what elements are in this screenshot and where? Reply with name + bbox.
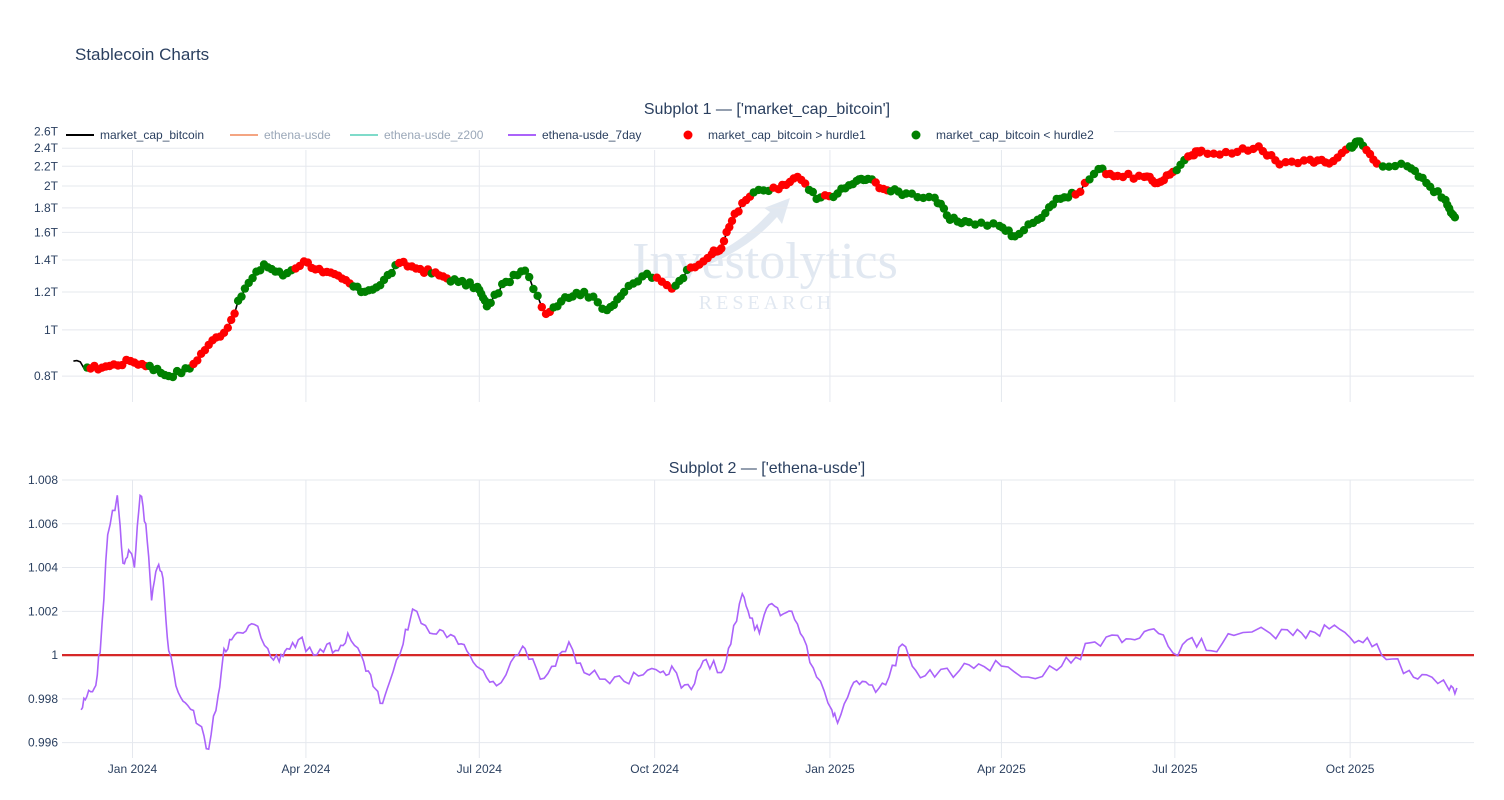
x-tick-label: Apr 2024 <box>282 762 331 776</box>
watermark-sub: RESEARCH <box>699 292 835 314</box>
marker-below-hurdle2 <box>168 372 178 382</box>
marker-below-hurdle2 <box>520 266 530 275</box>
x-tick-label: Apr 2025 <box>977 762 1026 776</box>
marker-below-hurdle2 <box>619 287 629 297</box>
marker-above-hurdle1 <box>537 302 546 312</box>
marker-below-hurdle2 <box>1450 213 1460 222</box>
subplot-2-title: Subplot 2 — ['ethena-usde'] <box>669 460 865 477</box>
y-tick-label: 1 <box>51 648 58 662</box>
marker-above-hurdle1 <box>1076 187 1085 196</box>
marker-below-hurdle2 <box>505 277 514 287</box>
marker-above-hurdle1 <box>1299 156 1309 165</box>
subplot-2: 0.996 0.998 1 1.002 1.004 1.006 1.008 Subplot … <box>28 460 1474 758</box>
marker-above-hurdle1 <box>193 356 202 365</box>
legend-item[interactable]: ethena-usde <box>230 128 331 142</box>
legend-item[interactable]: market_cap_bitcoin > hurdle1 <box>683 128 867 142</box>
marker-above-hurdle1 <box>1281 158 1290 167</box>
marker-below-hurdle2 <box>1384 162 1394 171</box>
y-tick-label: 1.006 <box>28 517 58 531</box>
legend-item[interactable]: ethena-usde_z200 <box>350 128 484 142</box>
legend-marker-swatch <box>683 130 693 140</box>
legend-label: ethena-usde <box>264 128 331 142</box>
marker-below-hurdle2 <box>525 272 534 282</box>
x-tick-label: Jan 2024 <box>108 762 158 776</box>
marker-above-hurdle1 <box>1203 149 1212 158</box>
y-tick-label: 0.8T <box>34 369 59 383</box>
y-tick-label: 1.8T <box>34 201 59 215</box>
marker-below-hurdle2 <box>939 204 949 213</box>
marker-below-hurdle2 <box>237 292 246 301</box>
subplot-1-title: Subplot 1 — ['market_cap_bitcoin'] <box>644 101 890 118</box>
marker-above-hurdle1 <box>717 244 726 253</box>
legend-label: market_cap_bitcoin < hurdle2 <box>936 128 1094 142</box>
y-tick-label: 1T <box>44 323 59 337</box>
legend-background <box>62 124 1114 146</box>
legend-item[interactable]: market_cap_bitcoin < hurdle2 <box>911 128 1095 142</box>
marker-above-hurdle1 <box>727 216 737 226</box>
marker-above-hurdle1 <box>227 315 236 325</box>
marker-below-hurdle2 <box>589 292 598 301</box>
y-tick-label: 1.002 <box>28 604 58 618</box>
watermark: Investolytics RESEARCH <box>632 198 898 314</box>
y-tick-label: 1.6T <box>34 225 59 239</box>
marker-above-hurdle1 <box>1124 169 1133 179</box>
y-tick-label: 1.2T <box>34 285 59 299</box>
x-tick-label: Oct 2024 <box>630 762 679 776</box>
legend-item[interactable]: ethena-usde_7day <box>508 128 641 142</box>
marker-below-hurdle2 <box>593 298 602 307</box>
x-tick-label: Jan 2025 <box>805 762 855 776</box>
y-tick-label: 2T <box>44 179 59 193</box>
marker-below-hurdle2 <box>387 268 396 278</box>
marker-above-hurdle1 <box>223 323 232 332</box>
marker-below-hurdle2 <box>533 291 542 300</box>
marker-below-hurdle2 <box>529 284 538 294</box>
marker-below-hurdle2 <box>1378 162 1388 171</box>
marker-above-hurdle1 <box>734 207 743 216</box>
y-tick-label: 0.998 <box>28 692 58 706</box>
marker-below-hurdle2 <box>1019 226 1029 235</box>
hurdle-markers <box>83 137 1460 382</box>
x-tick-label: Oct 2025 <box>1326 762 1375 776</box>
watermark-brand: Investolytics <box>632 233 898 290</box>
marker-above-hurdle1 <box>230 309 239 318</box>
legend-label: market_cap_bitcoin <box>100 128 204 142</box>
y-tick-label: 1.4T <box>34 253 59 267</box>
x-tick-label: Jul 2024 <box>457 762 503 776</box>
legend[interactable]: market_cap_bitcoin ethena-usde ethena-usde… <box>62 124 1114 146</box>
y-tick-label: 2.4T <box>34 141 59 155</box>
subplot-2-gridlines <box>62 479 1474 758</box>
x-tick-label: Jul 2025 <box>1152 762 1198 776</box>
marker-above-hurdle1 <box>719 236 729 246</box>
page-title: Stablecoin Charts <box>75 45 209 64</box>
ethena-usde-7day-line <box>80 493 1458 751</box>
marker-above-hurdle1 <box>801 179 810 188</box>
marker-below-hurdle2 <box>1433 187 1443 196</box>
y-tick-label: 1.008 <box>28 473 58 487</box>
legend-label: ethena-usde_z200 <box>384 128 484 142</box>
legend-item[interactable]: market_cap_bitcoin <box>66 128 204 142</box>
legend-label: market_cap_bitcoin > hurdle1 <box>708 128 866 142</box>
subplot-1: 0.8T 1T 1.2T 1.4T 1.6T 1.8T 2T 2.2T 2.4T 2.6T Sub… <box>34 101 1474 402</box>
y-tick-label: 1.004 <box>28 561 58 575</box>
marker-below-hurdle2 <box>486 298 495 308</box>
marker-below-hurdle2 <box>808 187 817 197</box>
y-tick-label: 2.6T <box>34 125 59 139</box>
legend-label: ethena-usde_7day <box>542 128 641 142</box>
subplot-2-y-ticks: 0.996 0.998 1 1.002 1.004 1.006 1.008 <box>28 473 58 750</box>
subplot-1-y-ticks: 0.8T 1T 1.2T 1.4T 1.6T 1.8T 2T 2.2T 2.4T 2.6T <box>34 125 59 384</box>
marker-below-hurdle2 <box>679 274 688 283</box>
y-tick-label: 2.2T <box>34 159 59 173</box>
marker-below-hurdle2 <box>494 289 503 298</box>
marker-below-hurdle2 <box>579 287 589 297</box>
x-axis-ticks: Jan 2024 Apr 2024 Jul 2024 Oct 2024 Jan 2025… <box>108 762 1375 776</box>
legend-marker-swatch <box>911 130 921 140</box>
marker-below-hurdle2 <box>248 273 257 283</box>
y-tick-label: 0.996 <box>28 736 58 750</box>
